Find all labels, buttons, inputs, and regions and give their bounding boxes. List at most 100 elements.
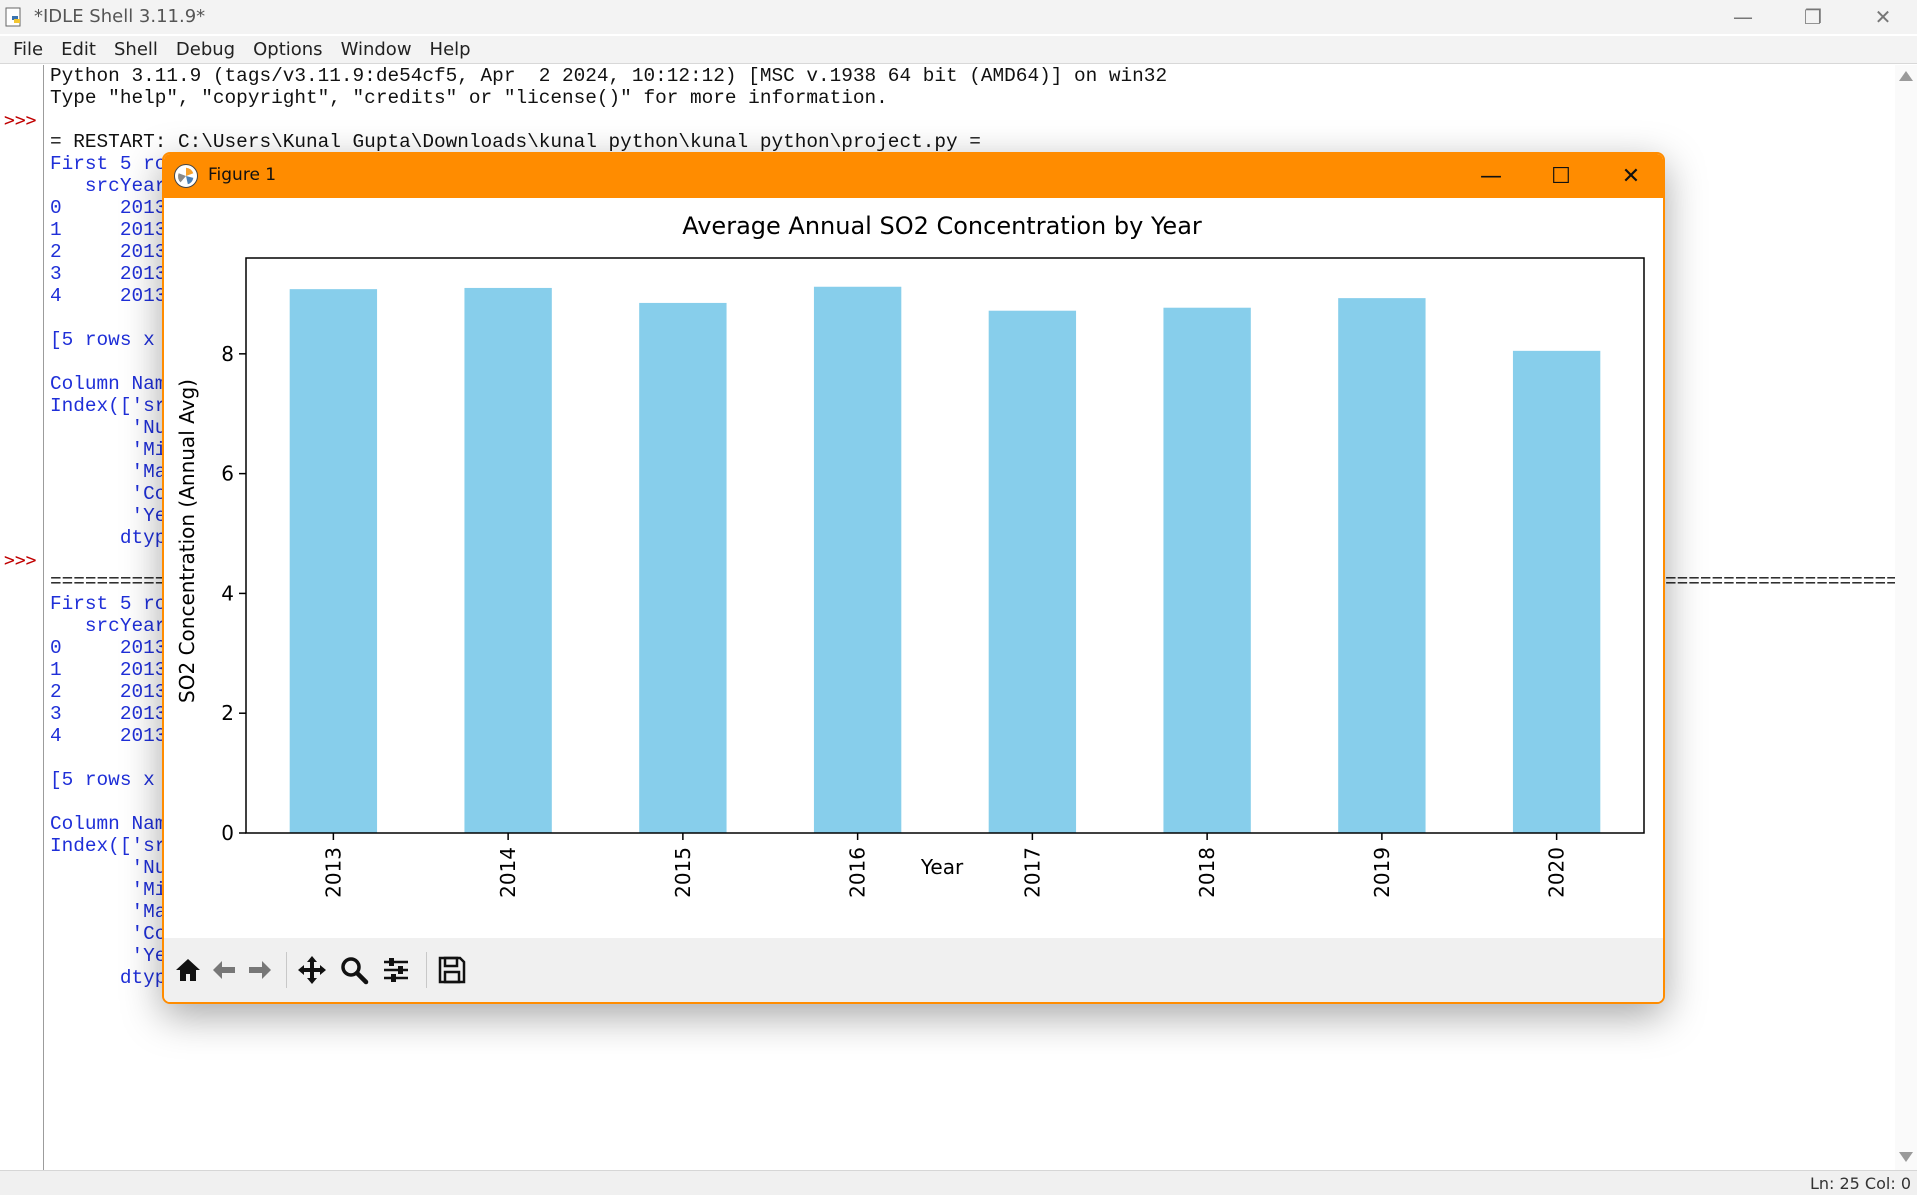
shell-output-line: = RESTART: C:\Users\Kunal Gupta\Download… [50,131,981,153]
menu-window[interactable]: Window [340,39,412,60]
shell-output-line: 3 2013 [50,703,167,725]
menu-shell[interactable]: Shell [113,39,158,60]
figure-toolbar [164,938,1663,1002]
forward-arrow-icon[interactable] [242,952,278,988]
shell-output-line: 'Mi [50,879,167,901]
x-ticks-group: 2013 2014 2015 2016 2017 2018 2019 2020 [321,833,1569,898]
x-tick-label: 2015 [671,847,695,898]
plot-area-frame [245,257,1645,834]
shell-output-line: srcYear [50,175,167,197]
scroll-down-arrow-icon[interactable] [1899,1152,1913,1162]
minimize-button[interactable]: — [1733,5,1753,29]
shell-output-area[interactable]: Python 3.11.9 (tags/v3.11.9:de54cf5, Apr… [50,65,1890,1170]
x-axis-label: Year [920,855,964,879]
shell-output-line: Column Nam [50,813,167,835]
y-ticks-group: 0 2 4 6 8 [221,342,246,845]
y-tick-label: 8 [221,342,234,366]
x-tick-label: 2019 [1370,847,1394,898]
shell-output-line: 'Ma [50,461,167,483]
shell-output-line: 2 2013 [50,681,167,703]
shell-output-line: 1 2013 [50,659,167,681]
shell-output-line: 1 2013 [50,219,167,241]
separator-line-right: ==================== [1665,571,1898,593]
shell-output-line: 4 2013 [50,725,167,747]
configure-subplots-icon[interactable] [378,952,414,988]
shell-output-line: [5 rows x [50,329,155,351]
shell-output-line: Column Nam [50,373,167,395]
vertical-scrollbar[interactable] [1895,65,1917,1170]
restore-button[interactable]: ❐ [1804,5,1822,29]
shell-output-line: dtyp [50,967,167,989]
figure-canvas[interactable]: Average Annual SO2 Concentration by Year… [164,198,1663,938]
shell-output-line: 'Ma [50,901,167,923]
figure-close-button[interactable]: ✕ [1621,163,1641,189]
x-tick-label: 2013 [321,847,345,898]
figure-window: Figure 1 — ☐ ✕ Average Annual SO2 Concen… [162,152,1665,1004]
shell-prompt: >>> [4,110,37,131]
shell-output-line: 0 2013 [50,637,167,659]
shell-prompt: >>> [4,550,37,571]
shell-output-line: 'Nu [50,857,167,879]
pan-icon[interactable] [294,952,330,988]
back-arrow-icon[interactable] [206,952,242,988]
shell-output-line: 4 2013 [50,285,167,307]
shell-output-line: [5 rows x [50,769,155,791]
bar-2019 [1338,298,1426,833]
y-tick-label: 0 [221,821,234,845]
shell-output-line: 'Nu [50,417,167,439]
x-tick-label: 2017 [1020,847,1044,898]
shell-output-line: 3 2013 [50,263,167,285]
matplotlib-icon [174,164,198,188]
bar-2014 [464,287,552,834]
x-tick-label: 2016 [846,847,870,898]
bar-2016 [813,286,902,833]
menu-edit[interactable]: Edit [61,39,96,60]
figure-title: Figure 1 [208,165,277,185]
menu-debug[interactable]: Debug [175,39,236,60]
shell-output-line: 'Ye [50,505,167,527]
bar-chart: Average Annual SO2 Concentration by Year… [175,212,1645,898]
home-icon[interactable] [170,952,206,988]
python-idle-icon [5,7,21,27]
figure-titlebar[interactable]: Figure 1 — ☐ ✕ [164,154,1663,198]
shell-output-line: ========== [50,571,167,593]
shell-output-line: srcYear [50,615,167,637]
bar-2020 [1512,350,1601,833]
menu-options[interactable]: Options [253,39,323,60]
bar-2015 [639,302,727,833]
scroll-up-arrow-icon[interactable] [1899,71,1913,81]
y-tick-label: 2 [221,701,234,725]
chart-title: Average Annual SO2 Concentration by Year [682,212,1202,240]
prompt-gutter: >>> >>> [0,65,44,1170]
shell-output-line: 2 2013 [50,241,167,263]
shell-output-line: 0 2013 [50,197,167,219]
close-button[interactable]: ✕ [1874,5,1892,29]
toolbar-separator [286,952,287,988]
save-icon[interactable] [434,952,470,988]
bars-group [289,286,1601,834]
zoom-icon[interactable] [336,952,372,988]
bar-2018 [1163,307,1251,834]
x-tick-label: 2020 [1545,847,1569,898]
bar-2013 [289,289,378,833]
y-axis-label: SO2 Concentration (Annual Avg) [175,379,199,703]
shell-output-line: Type "help", "copyright", "credits" or "… [50,87,888,109]
x-tick-label: 2014 [496,847,520,898]
shell-output-line: 'Mi [50,439,167,461]
menu-bar: File Edit Shell Debug Options Window Hel… [0,36,1917,64]
shell-output-line: Python 3.11.9 (tags/v3.11.9:de54cf5, Apr… [50,65,1168,87]
shell-output-line: dtyp [50,527,167,549]
shell-output-line: First 5 ro [50,153,167,175]
shell-output-line: 'Co [50,923,167,945]
shell-output-line: Index(['sr [50,835,167,857]
figure-maximize-button[interactable]: ☐ [1551,163,1571,189]
shell-output-line: 'Co [50,483,167,505]
menu-help[interactable]: Help [429,39,471,60]
toolbar-separator [426,952,427,988]
figure-minimize-button[interactable]: — [1480,163,1502,189]
bar-2017 [988,310,1077,833]
menu-file[interactable]: File [13,39,44,60]
idle-titlebar[interactable]: *IDLE Shell 3.11.9* — ❐ ✕ [0,0,1917,34]
shell-output-line: Index(['sr [50,395,167,417]
